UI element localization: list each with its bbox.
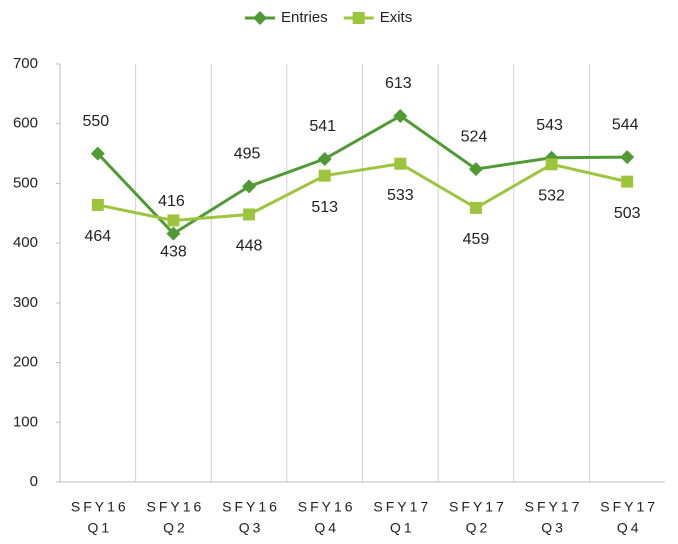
data-label: 524 [461,128,488,145]
x-tick-label: SFY16 [222,499,280,515]
y-tick-label: 700 [13,55,38,72]
y-tick-label: 0 [30,473,38,490]
x-tick-label: SFY16 [147,499,205,515]
data-label: 541 [309,118,336,135]
y-tick-label: 400 [13,234,38,251]
data-label: 438 [160,244,187,261]
marker [468,162,483,177]
legend-label: Entries [281,9,328,26]
y-tick-label: 500 [13,174,38,191]
x-tick-label: Q3 [239,520,264,536]
marker [352,12,365,24]
marker [621,175,634,188]
data-label: 503 [614,205,641,222]
y-tick-label: 600 [13,115,38,132]
x-tick-label: Q1 [87,520,112,536]
data-label: 448 [236,238,263,255]
data-label: 416 [158,193,185,210]
x-tick-label: Q3 [541,520,566,536]
marker [318,169,331,182]
x-tick-label: SFY17 [449,499,507,515]
data-label: 459 [463,231,490,248]
x-tick-label: SFY17 [600,499,658,515]
marker [166,226,181,241]
y-tick-label: 100 [13,413,38,430]
marker [253,11,267,25]
data-label: 533 [387,187,414,204]
x-tick-label: Q2 [466,520,491,536]
marker [90,146,105,161]
data-label: 550 [82,113,109,130]
x-tick-label: Q4 [314,520,339,536]
series-line [96,114,628,236]
y-tick-label: 200 [13,354,38,371]
data-label: 613 [385,75,412,92]
marker [545,158,558,171]
series-line [97,162,628,222]
marker [242,179,257,194]
marker [620,150,635,165]
data-label: 464 [84,228,111,245]
marker [317,151,332,166]
marker [243,208,256,221]
marker [167,214,180,227]
marker [469,201,482,214]
data-label: 513 [311,199,338,216]
x-tick-label: SFY17 [525,499,583,515]
marker [91,198,104,211]
marker [393,108,408,123]
data-label: 532 [538,188,565,205]
x-tick-label: Q2 [163,520,188,536]
x-tick-label: SFY16 [71,499,129,515]
data-label: 495 [234,146,261,163]
y-tick-label: 300 [13,294,38,311]
data-label: 543 [536,117,563,134]
x-tick-label: Q1 [390,520,415,536]
data-label: 544 [612,116,639,133]
legend-label: Exits [380,9,413,26]
x-tick-label: SFY17 [373,499,431,515]
x-tick-label: Q4 [617,520,642,536]
marker [394,157,407,170]
x-tick-label: SFY16 [298,499,356,515]
